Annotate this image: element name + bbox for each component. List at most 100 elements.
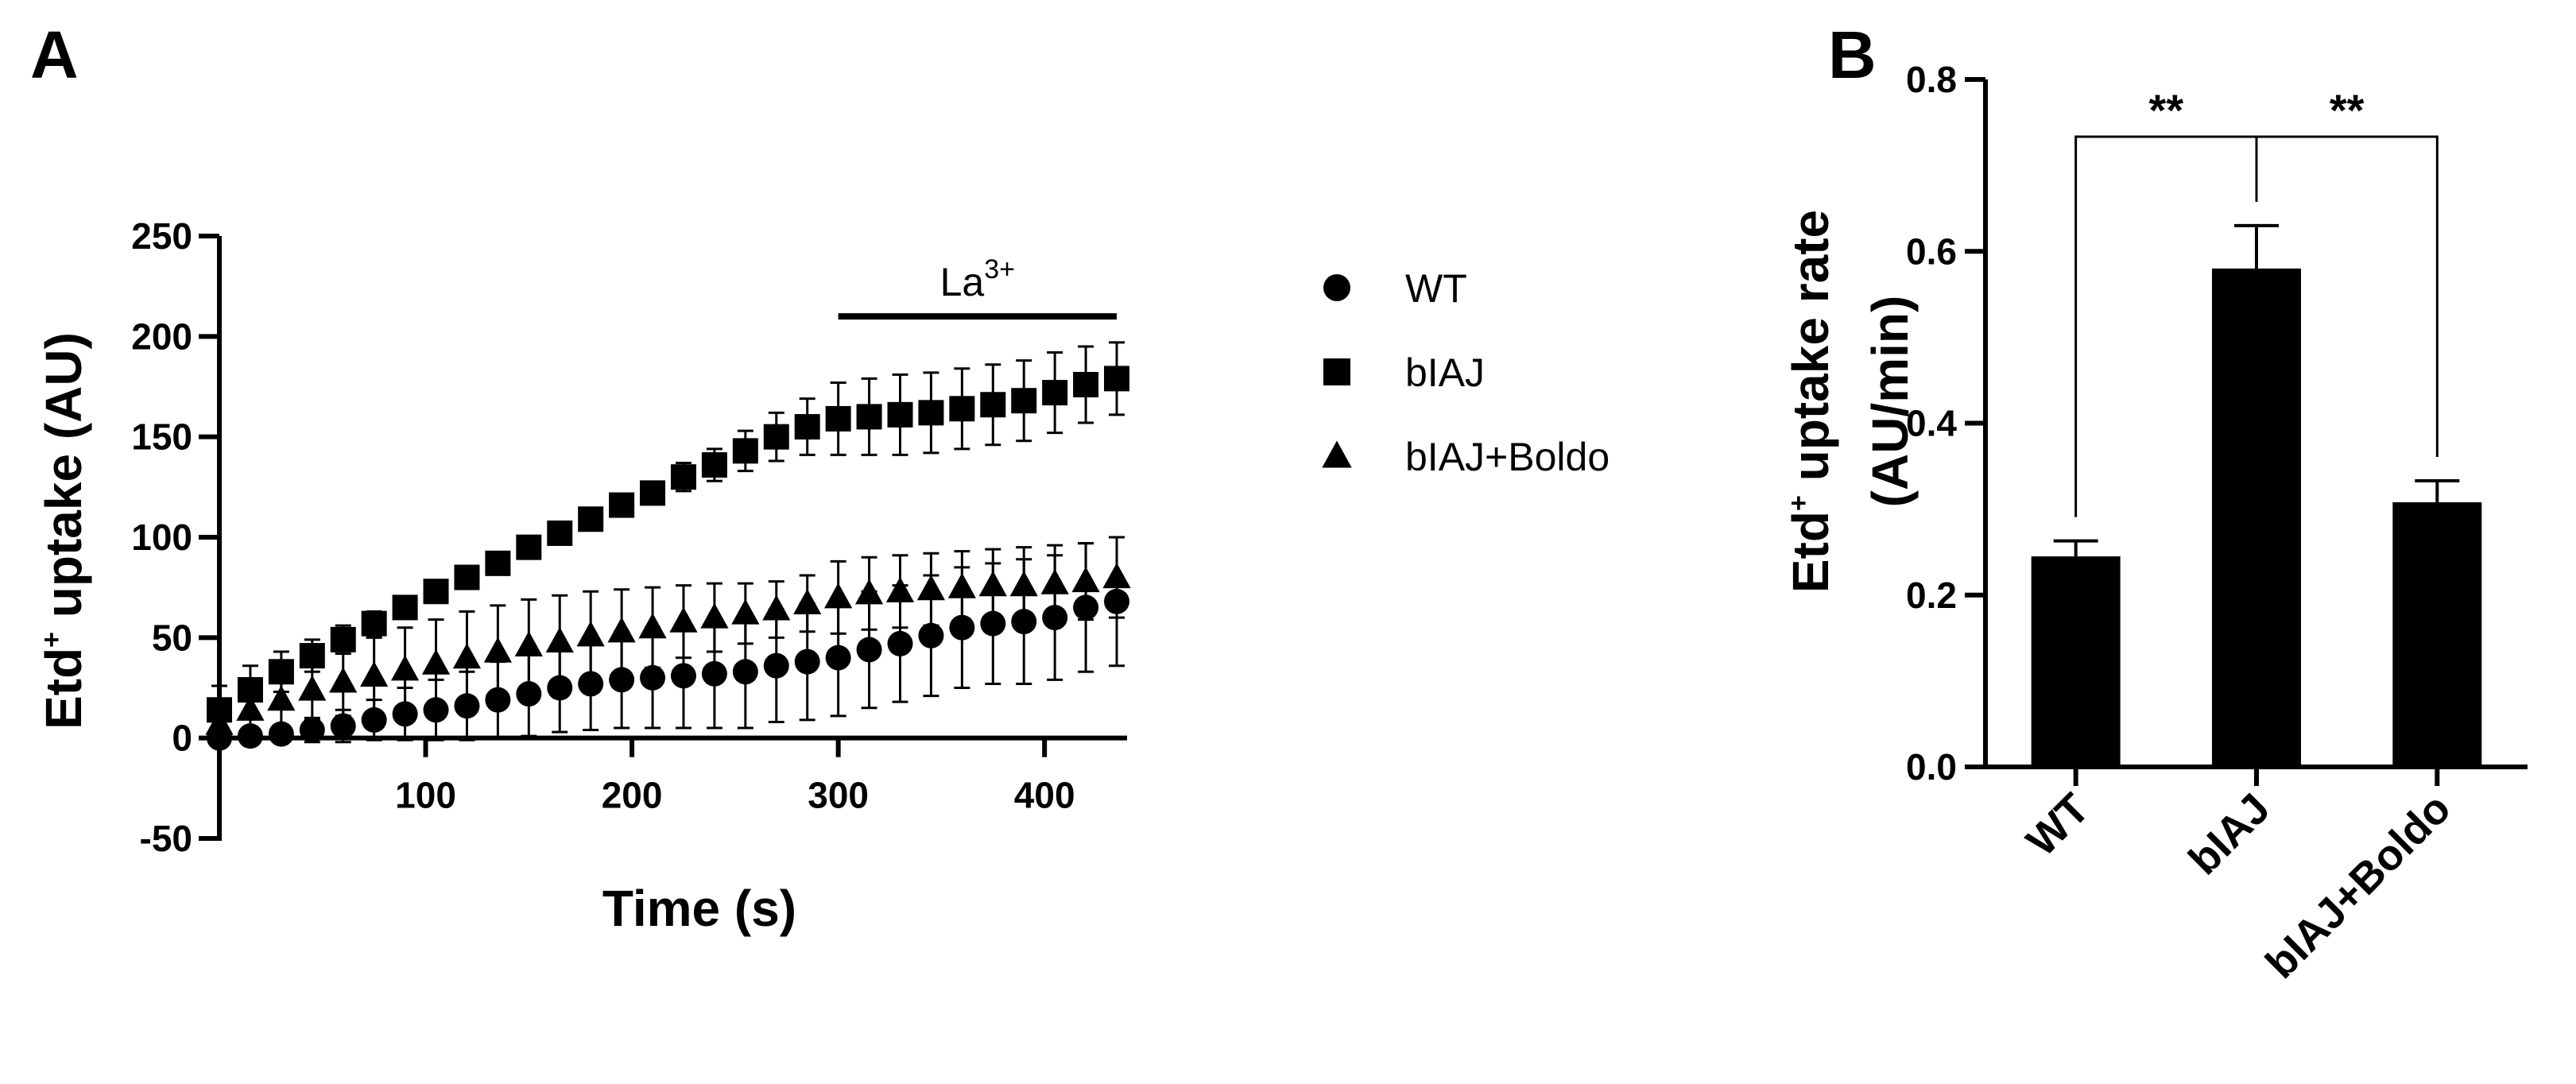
data-point-triangle	[762, 594, 791, 621]
data-point-triangle	[1071, 567, 1100, 593]
data-point-square	[732, 438, 758, 464]
data-point-triangle	[267, 685, 296, 711]
data-point-circle	[918, 622, 944, 648]
panel-b-y-tick-label: 0.8	[1906, 59, 1957, 100]
data-point-circle	[330, 713, 356, 739]
data-point-triangle	[483, 637, 512, 663]
panel-b-y-tick-label: 0.2	[1906, 575, 1957, 616]
significance-label: **	[2149, 85, 2184, 135]
data-point-triangle	[421, 648, 451, 675]
data-point-circle	[1073, 594, 1099, 621]
panel-a-x-axis-title: Time (s)	[602, 880, 796, 937]
legend-marker-square	[1323, 358, 1350, 385]
la3-label: La3+	[940, 254, 1015, 304]
legend-label: bIAJ	[1405, 350, 1485, 395]
data-point-square	[825, 405, 851, 432]
panel-a-y-tick-label: 0	[172, 718, 192, 759]
data-point-triangle	[1040, 568, 1069, 594]
data-point-triangle	[390, 655, 420, 681]
data-point-square	[299, 643, 325, 669]
data-point-circle	[392, 701, 418, 727]
data-point-square	[1073, 371, 1099, 397]
significance-label: **	[2330, 85, 2365, 135]
data-point-circle	[268, 721, 294, 747]
data-point-circle	[640, 664, 666, 691]
data-point-square	[578, 506, 604, 532]
panel-b-y-tick-label: 0.6	[1906, 230, 1957, 272]
data-point-circle	[887, 630, 913, 656]
data-point-circle	[454, 693, 480, 719]
panel-b-x-tick-label: bIAJ	[2179, 784, 2279, 884]
data-point-circle	[701, 660, 727, 687]
data-point-triangle	[793, 588, 822, 614]
data-point-triangle	[978, 571, 1007, 597]
legend-label: WT	[1405, 266, 1467, 311]
data-point-square	[887, 401, 913, 428]
data-point-square	[1104, 366, 1130, 392]
data-point-circle	[1104, 588, 1130, 614]
data-point-triangle	[360, 660, 389, 687]
data-point-square	[330, 626, 356, 652]
data-point-triangle	[885, 576, 915, 602]
data-point-circle	[856, 637, 882, 663]
data-point-square	[485, 550, 511, 576]
data-point-triangle	[669, 606, 698, 633]
data-point-circle	[609, 667, 635, 693]
data-point-circle	[547, 675, 573, 701]
panel-b-x-tick-label: WT	[2017, 784, 2098, 865]
la3-label-main: La	[940, 260, 985, 304]
panel-b-x-tick-label: bIAJ+Boldo	[2256, 784, 2460, 988]
data-point-square	[609, 492, 635, 518]
panel-a-y-axis-title: Etd+ uptake (AU)	[35, 332, 92, 730]
data-point-circle	[578, 671, 604, 697]
data-point-circle	[825, 645, 851, 671]
data-point-square	[516, 534, 542, 560]
data-point-circle	[237, 723, 263, 749]
data-point-triangle	[1102, 563, 1131, 589]
data-point-triangle	[236, 695, 265, 721]
data-point-square	[268, 659, 294, 685]
data-point-circle	[949, 614, 975, 641]
panel-a-x-tick-label: 400	[1014, 775, 1075, 816]
data-point-triangle	[298, 675, 327, 701]
data-point-circle	[1042, 605, 1068, 631]
data-point-circle	[732, 659, 758, 685]
panel-a-y-tick-label: 50	[152, 617, 192, 658]
panel-b-y-axis-title-line2: (AU/min)	[1861, 296, 1919, 508]
data-point-triangle	[916, 575, 946, 601]
panel-label-b: B	[1828, 17, 1877, 92]
data-point-square	[547, 520, 573, 546]
data-point-square	[423, 579, 449, 605]
data-point-triangle	[576, 621, 605, 647]
panel-a-legend: WT bIAJ bIAJ+Boldo	[1322, 266, 1610, 479]
data-point-square	[949, 396, 975, 422]
data-point-circle	[794, 648, 820, 675]
panel-a-la3-annotation: La3+	[838, 254, 1118, 320]
data-point-circle	[763, 652, 789, 679]
legend-label: bIAJ+Boldo	[1405, 435, 1610, 479]
data-point-triangle	[545, 626, 574, 652]
data-point-triangle	[329, 667, 358, 693]
bar	[2212, 268, 2301, 767]
data-point-circle	[361, 707, 387, 733]
panel-a-x-tick-label: 200	[602, 775, 663, 816]
data-point-square	[392, 594, 418, 621]
panel-b-significance: ** **	[2074, 85, 2438, 517]
panel-a-y-tick-label: 250	[131, 215, 192, 257]
panel-b-y-tick-label: 0.4	[1906, 403, 1957, 444]
panel-a-chart: -50 0 50 100 150 200 250 100 200 300 400 La3+ WT bI…	[35, 215, 1610, 937]
data-point-triangle	[205, 709, 234, 735]
data-point-square	[640, 480, 666, 506]
data-point-triangle	[700, 602, 729, 629]
panel-a-x-tick-label: 100	[395, 775, 456, 816]
panel-a-y-tick-label: 150	[131, 416, 192, 458]
data-point-circle	[516, 681, 542, 707]
data-point-square	[361, 610, 387, 637]
data-point-square	[794, 414, 820, 440]
data-point-circle	[299, 717, 325, 743]
data-point-square	[763, 424, 789, 450]
significance-bracket	[2255, 135, 2438, 457]
